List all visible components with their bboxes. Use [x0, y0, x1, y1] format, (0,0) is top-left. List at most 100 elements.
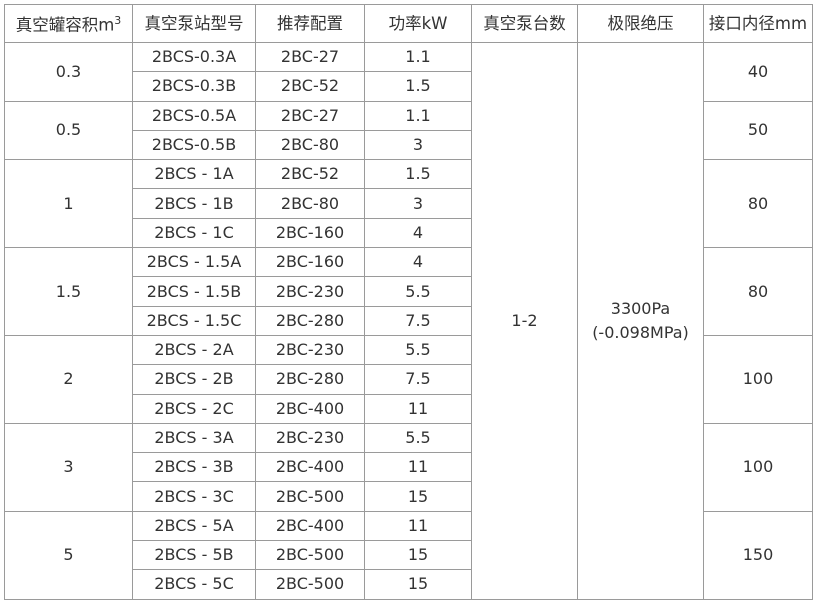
- diameter-cell: 50: [703, 100, 813, 161]
- volume-cell: 0.5: [4, 100, 133, 161]
- power-cell: 4: [364, 247, 472, 278]
- power-cell: 3: [364, 129, 472, 161]
- model-cell: 2BCS - 2B: [132, 364, 256, 395]
- model-cell: 2BCS - 3C: [132, 481, 256, 512]
- header-volume-sup: 3: [114, 14, 122, 28]
- power-cell: 15: [364, 569, 472, 600]
- config-cell: 2BC-230: [255, 276, 365, 307]
- header-config: 推荐配置: [255, 4, 365, 43]
- header-row: 真空罐容积m3 真空泵站型号 推荐配置 功率kW 真空泵台数 极限绝压 接口内径…: [4, 4, 813, 43]
- diameter-cell: 100: [703, 422, 813, 512]
- power-cell: 1.5: [364, 159, 472, 190]
- model-cell: 2BCS - 5B: [132, 540, 256, 571]
- config-cell: 2BC-27: [255, 41, 365, 73]
- table-row: 0.3 2BCS-0.3A 2BC-27 1.1 1-2 3300Pa (-0.098MPa…: [4, 41, 813, 600]
- table-row: 2BCS-0.3B 2BC-52 1.5: [5, 71, 813, 102]
- power-cell: 5.5: [364, 334, 472, 366]
- header-volume-text: 真空罐容积m: [15, 15, 115, 35]
- header-power: 功率kW: [364, 4, 472, 43]
- power-cell: 15: [364, 481, 472, 512]
- pump-count-cell: 1-2: [471, 42, 578, 600]
- model-cell: 2BCS - 5C: [132, 569, 256, 600]
- model-cell: 2BCS - 1A: [132, 159, 256, 190]
- model-cell: 2BCS - 3A: [132, 422, 256, 454]
- config-cell: 2BC-230: [255, 334, 365, 366]
- config-cell: 2BC-27: [255, 100, 365, 131]
- model-cell: 2BCS - 1B: [132, 188, 256, 219]
- config-cell: 2BC-500: [255, 569, 365, 600]
- model-cell: 2BCS - 5A: [132, 510, 256, 542]
- table-row: 1.5 2BCS - 1.5A 2BC-160 4 80: [4, 247, 813, 336]
- table-row: 2BCS - 2C 2BC-400 11: [5, 393, 813, 424]
- model-cell: 2BCS - 1.5B: [132, 276, 256, 307]
- model-cell: 2BCS - 3B: [132, 452, 256, 483]
- config-cell: 2BC-400: [255, 393, 365, 424]
- pressure-mpa: (-0.098MPa): [592, 322, 689, 342]
- model-cell: 2BCS-0.5B: [132, 129, 256, 161]
- table-row: 2BCS - 5B 2BC-500 15: [5, 540, 813, 571]
- power-cell: 5.5: [364, 276, 472, 307]
- diameter-cell: 40: [703, 42, 813, 102]
- power-cell: 5.5: [364, 422, 472, 454]
- config-cell: 2BC-80: [255, 188, 365, 219]
- power-cell: 1.1: [364, 41, 472, 73]
- volume-cell: 1: [4, 159, 133, 249]
- table-row: 2BCS - 5C 2BC-500 15: [5, 569, 813, 600]
- model-cell: 2BCS - 2A: [132, 334, 256, 366]
- diameter-cell: 150: [703, 510, 813, 600]
- config-cell: 2BC-80: [255, 129, 365, 161]
- volume-cell: 3: [4, 422, 133, 512]
- table-row: 5 2BCS - 5A 2BC-400 11 150: [4, 510, 813, 600]
- power-cell: 3: [364, 188, 472, 219]
- model-cell: 2BCS - 1.5C: [132, 305, 256, 336]
- table-row: 2BCS - 1C 2BC-160 4: [5, 217, 813, 249]
- config-cell: 2BC-230: [255, 422, 365, 454]
- power-cell: 11: [364, 393, 472, 424]
- diameter-cell: 80: [703, 247, 813, 336]
- power-cell: 4: [364, 217, 472, 249]
- volume-cell: 2: [4, 334, 133, 424]
- config-cell: 2BC-400: [255, 452, 365, 483]
- model-cell: 2BCS - 1C: [132, 217, 256, 249]
- table-row: 0.5 2BCS-0.5A 2BC-27 1.1 50: [4, 100, 813, 161]
- header-pump-count: 真空泵台数: [471, 4, 578, 43]
- table-row: 2BCS - 3C 2BC-500 15: [5, 481, 813, 512]
- table-row: 1 2BCS - 1A 2BC-52 1.5 80: [4, 159, 813, 249]
- config-cell: 2BC-160: [255, 217, 365, 249]
- config-cell: 2BC-52: [255, 71, 365, 102]
- volume-cell: 0.3: [4, 42, 133, 102]
- table-row: 2BCS - 2B 2BC-280 7.5: [5, 364, 813, 395]
- config-cell: 2BC-400: [255, 510, 365, 542]
- table-row: 2BCS - 1B 2BC-80 3: [5, 188, 813, 219]
- diameter-cell: 100: [703, 334, 813, 424]
- table-row: 2BCS - 1.5C 2BC-280 7.5: [5, 305, 813, 336]
- power-cell: 11: [364, 452, 472, 483]
- config-cell: 2BC-280: [255, 305, 365, 336]
- volume-cell: 1.5: [4, 247, 133, 336]
- config-cell: 2BC-52: [255, 159, 365, 190]
- config-cell: 2BC-160: [255, 247, 365, 278]
- model-cell: 2BCS - 2C: [132, 393, 256, 424]
- header-volume: 真空罐容积m3: [4, 4, 133, 43]
- diameter-cell: 80: [703, 159, 813, 249]
- power-cell: 11: [364, 510, 472, 542]
- model-cell: 2BCS - 1.5A: [132, 247, 256, 278]
- table-row: 3 2BCS - 3A 2BC-230 5.5 100: [4, 422, 813, 512]
- power-cell: 7.5: [364, 364, 472, 395]
- pressure-cell: 3300Pa (-0.098MPa): [577, 42, 704, 600]
- power-cell: 1.5: [364, 71, 472, 102]
- config-cell: 2BC-280: [255, 364, 365, 395]
- header-model: 真空泵站型号: [132, 4, 256, 43]
- volume-cell: 5: [4, 510, 133, 600]
- power-cell: 15: [364, 540, 472, 571]
- header-diameter: 接口内径mm: [703, 4, 813, 43]
- power-cell: 1.1: [364, 100, 472, 131]
- power-cell: 7.5: [364, 305, 472, 336]
- table-row: 2BCS - 1.5B 2BC-230 5.5: [5, 276, 813, 307]
- model-cell: 2BCS-0.3B: [132, 71, 256, 102]
- table-row: 2BCS-0.5B 2BC-80 3: [5, 129, 813, 161]
- config-cell: 2BC-500: [255, 540, 365, 571]
- vacuum-pump-spec-table: 真空罐容积m3 真空泵站型号 推荐配置 功率kW 真空泵台数 极限绝压 接口内径…: [4, 4, 813, 600]
- table-row: 2BCS - 3B 2BC-400 11: [5, 452, 813, 483]
- header-pressure: 极限绝压: [577, 4, 704, 43]
